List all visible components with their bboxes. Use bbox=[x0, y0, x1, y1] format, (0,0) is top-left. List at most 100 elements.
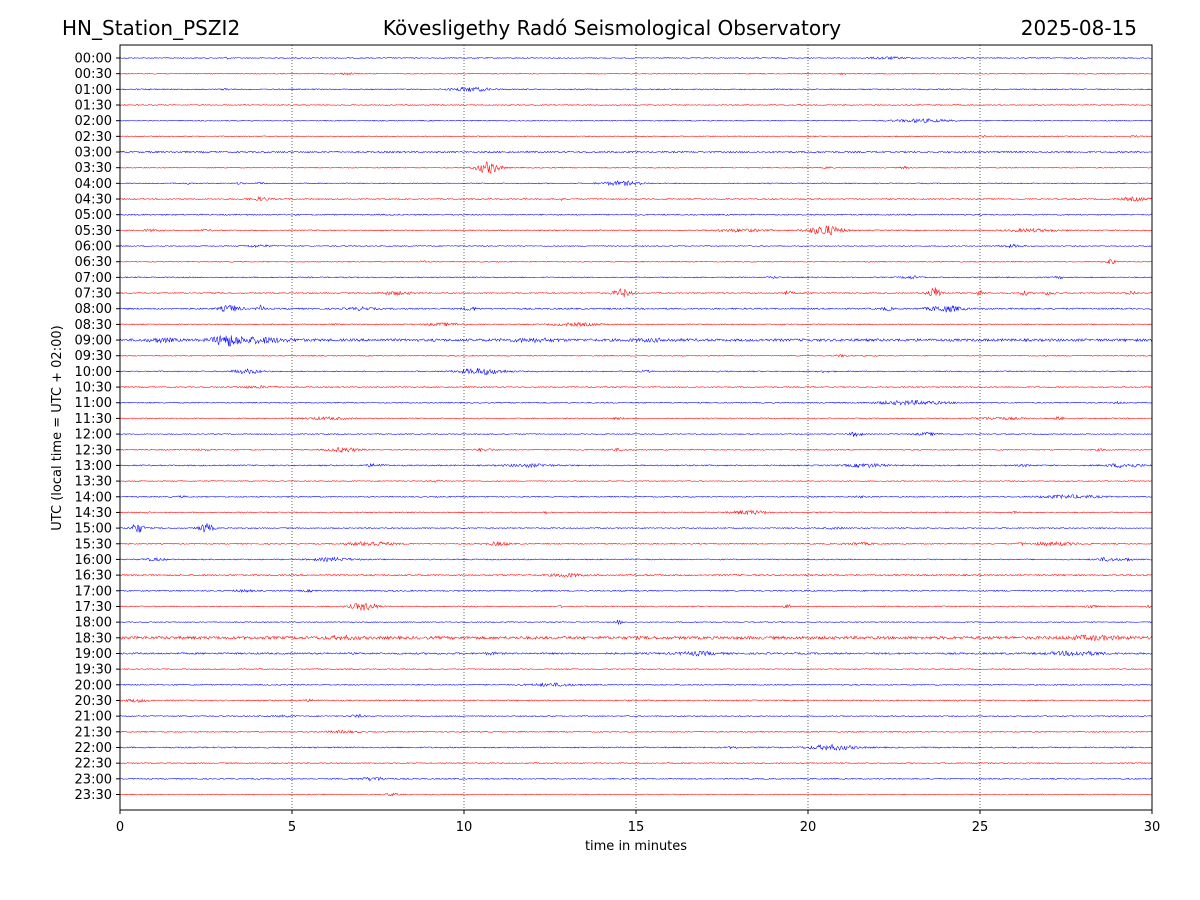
y-tick-label: 23:00 bbox=[75, 772, 112, 787]
trace-1330 bbox=[119, 479, 1153, 483]
y-tick-label: 09:30 bbox=[75, 349, 112, 364]
trace-0100 bbox=[119, 86, 1153, 93]
x-tick-label: 10 bbox=[456, 820, 473, 835]
y-tick-label: 12:30 bbox=[75, 443, 112, 458]
y-tick-label: 15:00 bbox=[75, 522, 112, 537]
trace-1530 bbox=[119, 540, 1153, 547]
y-tick-label: 04:00 bbox=[75, 177, 112, 192]
trace-0830 bbox=[119, 321, 1153, 328]
y-tick-label: 17:00 bbox=[75, 584, 112, 599]
y-tick-label: 22:30 bbox=[75, 757, 112, 772]
trace-1600 bbox=[119, 556, 1153, 562]
trace-1500 bbox=[119, 523, 1153, 533]
trace-0800 bbox=[119, 304, 1153, 313]
trace-2100 bbox=[119, 714, 1153, 719]
trace-group bbox=[119, 55, 1153, 797]
y-tick-label: 21:00 bbox=[75, 710, 112, 725]
y-tick-labels: 00:0000:3001:0001:3002:0002:3003:0003:30… bbox=[75, 52, 120, 803]
trace-0000 bbox=[119, 55, 1153, 60]
trace-1230 bbox=[119, 447, 1153, 454]
trace-2200 bbox=[119, 743, 1153, 751]
trace-0530 bbox=[119, 225, 1153, 236]
y-tick-label: 20:00 bbox=[75, 678, 112, 693]
y-tick-label: 15:30 bbox=[75, 537, 112, 552]
y-tick-label: 05:00 bbox=[75, 208, 112, 223]
x-tick-label: 0 bbox=[116, 820, 124, 835]
trace-1900 bbox=[119, 650, 1153, 657]
x-tick-label: 25 bbox=[972, 820, 989, 835]
trace-0500 bbox=[119, 213, 1153, 216]
y-tick-label: 06:00 bbox=[75, 240, 112, 255]
y-tick-label: 01:30 bbox=[75, 99, 112, 114]
y-tick-label: 19:00 bbox=[75, 647, 112, 662]
trace-0730 bbox=[119, 287, 1153, 298]
trace-2300 bbox=[119, 776, 1153, 782]
trace-1800 bbox=[119, 619, 1153, 626]
trace-0330 bbox=[119, 161, 1153, 174]
trace-0200 bbox=[119, 118, 1153, 124]
trace-0030 bbox=[119, 72, 1153, 76]
trace-0930 bbox=[119, 354, 1153, 358]
trace-1130 bbox=[119, 415, 1153, 421]
trace-0430 bbox=[119, 196, 1153, 202]
trace-0130 bbox=[119, 104, 1153, 106]
y-tick-label: 00:30 bbox=[75, 67, 112, 82]
y-tick-label: 08:00 bbox=[75, 302, 112, 317]
y-tick-label: 04:30 bbox=[75, 193, 112, 208]
y-tick-label: 01:00 bbox=[75, 83, 112, 98]
trace-2230 bbox=[119, 762, 1153, 765]
date-label: 2025-08-15 bbox=[1021, 16, 1137, 40]
y-tick-label: 17:30 bbox=[75, 600, 112, 615]
trace-1730 bbox=[119, 603, 1153, 612]
y-tick-label: 12:00 bbox=[75, 428, 112, 443]
y-tick-label: 08:30 bbox=[75, 318, 112, 333]
trace-1200 bbox=[119, 431, 1153, 437]
y-tick-label: 03:30 bbox=[75, 161, 112, 176]
trace-1300 bbox=[119, 462, 1153, 469]
y-tick-label: 21:30 bbox=[75, 725, 112, 740]
y-tick-label: 22:00 bbox=[75, 741, 112, 756]
y-tick-label: 14:30 bbox=[75, 506, 112, 521]
trace-2330 bbox=[119, 792, 1153, 797]
trace-2030 bbox=[119, 698, 1153, 703]
y-tick-label: 18:30 bbox=[75, 631, 112, 646]
trace-0700 bbox=[119, 275, 1153, 280]
trace-1830 bbox=[119, 634, 1153, 641]
trace-1700 bbox=[119, 588, 1153, 593]
y-tick-label: 07:30 bbox=[75, 287, 112, 302]
y-tick-label: 00:00 bbox=[75, 52, 112, 67]
trace-1100 bbox=[119, 400, 1153, 406]
y-tick-label: 06:30 bbox=[75, 255, 112, 270]
trace-2130 bbox=[119, 729, 1153, 734]
y-tick-label: 20:30 bbox=[75, 694, 112, 709]
x-axis-label: time in minutes bbox=[585, 839, 687, 854]
y-tick-label: 19:30 bbox=[75, 663, 112, 678]
trace-0600 bbox=[119, 243, 1153, 249]
trace-1030 bbox=[119, 385, 1153, 389]
vertical-gridlines bbox=[291, 45, 981, 810]
y-tick-label: 13:00 bbox=[75, 459, 112, 474]
x-tick-label: 5 bbox=[288, 820, 296, 835]
y-tick-label: 23:30 bbox=[75, 788, 112, 803]
trace-0230 bbox=[119, 135, 1153, 138]
station-name: HN_Station_PSZI2 bbox=[62, 16, 240, 40]
y-tick-label: 10:00 bbox=[75, 365, 112, 380]
y-tick-label: 05:30 bbox=[75, 224, 112, 239]
trace-1930 bbox=[119, 668, 1153, 671]
y-tick-label: 13:30 bbox=[75, 475, 112, 490]
trace-0900 bbox=[119, 334, 1153, 347]
trace-2000 bbox=[119, 682, 1153, 687]
trace-1430 bbox=[119, 509, 1153, 516]
y-tick-label: 02:30 bbox=[75, 130, 112, 145]
trace-0300 bbox=[119, 150, 1153, 154]
y-tick-label: 03:00 bbox=[75, 146, 112, 161]
trace-0630 bbox=[119, 258, 1153, 265]
x-tick-label: 30 bbox=[1144, 820, 1161, 835]
trace-1400 bbox=[119, 494, 1153, 500]
y-tick-label: 11:30 bbox=[75, 412, 112, 427]
y-tick-label: 02:00 bbox=[75, 114, 112, 129]
y-axis-label: UTC (local time = UTC + 02:00) bbox=[50, 325, 65, 530]
y-tick-label: 09:00 bbox=[75, 334, 112, 349]
y-tick-label: 14:00 bbox=[75, 490, 112, 505]
